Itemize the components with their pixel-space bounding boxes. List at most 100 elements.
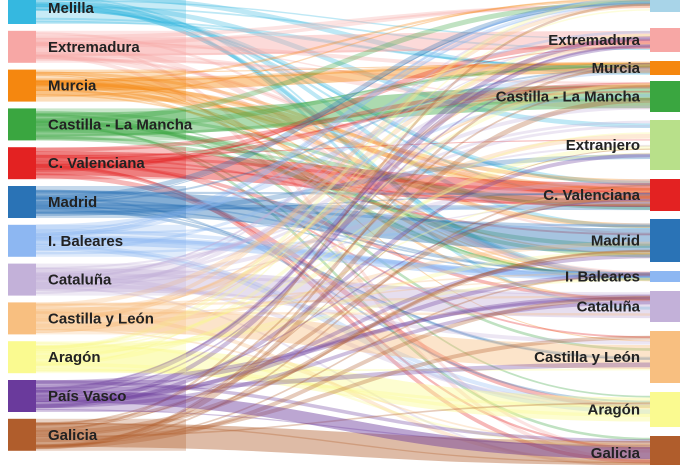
right-node-label-aragon: Aragón bbox=[588, 402, 641, 419]
right-node-label-castilla-la-mancha: Castilla - La Mancha bbox=[496, 89, 641, 106]
flow-link-castilla-y-leon-to-castilla-la-mancha bbox=[35, 82, 651, 333]
flow-link-murcia-to-i-baleares bbox=[35, 73, 651, 277]
left-node-panel-madrid bbox=[36, 186, 186, 218]
flow-link-murcia-to-top bbox=[35, 0, 651, 83]
left-node-label-i-baleares: I. Baleares bbox=[48, 233, 123, 250]
flow-link-cataluna-to-top bbox=[35, 4, 651, 294]
left-node-panel-castilla-y-leon bbox=[36, 302, 186, 335]
flow-link-extremadura-to-i-baleares bbox=[35, 42, 651, 277]
flow-link-galicia-to-galicia bbox=[35, 422, 651, 464]
right-node-label-murcia: Murcia bbox=[592, 60, 641, 77]
flow-link-madrid-to-top bbox=[35, 0, 651, 201]
left-node-label-castilla-la-mancha: Castilla - La Mancha bbox=[48, 116, 193, 133]
flow-link-extremadura-to-galicia bbox=[35, 40, 651, 453]
flow-link-extremadura-to-c-valenciana bbox=[35, 54, 651, 196]
flow-link-murcia-to-top bbox=[35, 0, 594, 97]
left-node-label-melilla: Melilla bbox=[48, 0, 95, 17]
flow-link-galicia-to-murcia bbox=[35, 65, 651, 449]
flow-link-i-baleares-to-i-baleares bbox=[35, 228, 651, 280]
flow-link-melilla-to-c-valenciana bbox=[35, 8, 651, 201]
flow-link-i-baleares-to-aragon bbox=[35, 245, 651, 415]
flow-link-extremadura-to-murcia bbox=[35, 41, 651, 72]
flow-link-castilla-y-leon-to-castilla-la-mancha bbox=[35, 84, 651, 320]
flow-band-madrid bbox=[35, 190, 651, 253]
left-node-madrid bbox=[8, 186, 36, 218]
flow-link-castilla-la-mancha-to-castilla-la-mancha bbox=[35, 97, 651, 138]
left-node-panel-murcia bbox=[36, 69, 186, 102]
flow-link-pais-vasco-to-cataluna bbox=[35, 296, 651, 384]
left-node-i-baleares bbox=[8, 224, 36, 257]
flow-link-castilla-la-mancha-to-aragon bbox=[35, 125, 651, 398]
flow-link-aragon-to-aragon bbox=[35, 368, 651, 409]
flow-link-c-valenciana-to-castilla-la-mancha bbox=[35, 82, 651, 152]
flow-band-cataluna bbox=[35, 267, 651, 319]
flow-link-c-valenciana-to-galicia bbox=[35, 164, 651, 464]
flow-link-castilla-y-leon-to-extranjero bbox=[35, 133, 651, 314]
flow-link-extremadura-to-i-baleares bbox=[35, 54, 651, 277]
left-node-castilla-la-mancha bbox=[8, 108, 36, 141]
flow-link-c-valenciana-to-castilla-la-mancha bbox=[35, 90, 651, 160]
flow-link-aragon-to-castilla-la-mancha bbox=[35, 83, 651, 360]
flow-link-extremadura-to-castilla-la-mancha bbox=[35, 51, 651, 109]
right-node-extranjero bbox=[650, 120, 680, 170]
flow-link-madrid-to-i-baleares bbox=[35, 197, 651, 275]
left-node-panel-extremadura bbox=[36, 30, 186, 63]
flow-band-castilla-y-leon bbox=[35, 306, 651, 369]
flow-link-c-valenciana-to-madrid bbox=[35, 156, 651, 236]
flow-link-pais-vasco-to-madrid bbox=[35, 254, 651, 406]
flow-link-murcia-to-c-valenciana bbox=[35, 81, 651, 184]
flow-link-galicia-to-castilla-la-mancha bbox=[35, 85, 651, 426]
flow-link-melilla-to-extremadura bbox=[35, 0, 651, 40]
flow-link-galicia-to-c-valenciana bbox=[35, 195, 651, 426]
right-node-label-c-valenciana: C. Valenciana bbox=[543, 187, 640, 204]
flow-link-castilla-y-leon-to-galicia bbox=[35, 328, 651, 446]
flow-link-i-baleares-to-top bbox=[35, 4, 651, 237]
left-nodes-layer: Melilla Extremadura Murcia Castilla - La Ma… bbox=[8, 0, 193, 451]
flow-link-galicia-to-cataluna bbox=[35, 295, 651, 449]
flow-link-c-valenciana-to-c-valenciana bbox=[35, 154, 651, 194]
flow-link-castilla-y-leon-to-galicia bbox=[35, 311, 651, 465]
right-node-murcia bbox=[650, 61, 680, 75]
flow-link-castilla-la-mancha-to-murcia bbox=[35, 65, 651, 126]
flow-link-cataluna-to-aragon bbox=[35, 275, 651, 408]
flow-link-castilla-la-mancha-to-galicia bbox=[35, 123, 651, 441]
flow-link-melilla-to-extranjero bbox=[35, 1, 651, 129]
flow-link-c-valenciana-to-castilla-la-mancha bbox=[35, 84, 651, 168]
right-node-madrid bbox=[650, 219, 680, 262]
flow-link-murcia-to-c-valenciana bbox=[35, 89, 651, 193]
flow-link-aragon-to-c-valenciana bbox=[35, 190, 651, 357]
flow-link-cataluna-to-extranjero bbox=[35, 124, 651, 285]
flow-link-cataluna-to-castilla-la-mancha bbox=[35, 105, 651, 279]
flow-link-pais-vasco-to-extranjero bbox=[35, 153, 651, 409]
right-node-cataluna bbox=[650, 291, 680, 322]
flow-band-galicia bbox=[35, 422, 651, 465]
flow-link-castilla-y-leon-to-i-baleares bbox=[35, 278, 651, 317]
left-node-galicia bbox=[8, 418, 36, 451]
flow-link-cataluna-to-extremadura bbox=[35, 44, 651, 279]
flow-link-cataluna-to-murcia bbox=[35, 67, 651, 290]
flow-link-castilla-la-mancha-to-top bbox=[35, 0, 651, 124]
flow-link-melilla-to-cataluna bbox=[40, 0, 651, 310]
flow-link-i-baleares-to-extremadura bbox=[35, 30, 651, 238]
flow-link-extremadura-to-extremadura bbox=[35, 46, 651, 57]
flow-link-pais-vasco-to-cataluna bbox=[35, 300, 651, 409]
right-node-label-cataluna: Cataluña bbox=[577, 299, 641, 316]
flow-link-madrid-to-i-baleares bbox=[35, 205, 651, 278]
flow-link-pais-vasco-to-i-baleares bbox=[35, 272, 651, 403]
flow-link-cataluna-to-galicia bbox=[35, 287, 651, 465]
flow-link-castilla-y-leon-to-madrid bbox=[35, 241, 651, 328]
flow-link-pais-vasco-to-extremadura bbox=[35, 36, 651, 393]
flow-link-madrid-to-c-valenciana bbox=[35, 192, 651, 213]
flow-link-castilla-la-mancha-to-c-valenciana bbox=[35, 110, 651, 210]
flow-link-i-baleares-to-top bbox=[35, 0, 640, 235]
flow-link-castilla-y-leon-to-cataluna bbox=[35, 311, 651, 316]
flow-link-murcia-to-castilla-y-leon bbox=[35, 74, 651, 342]
flow-link-aragon-to-extremadura bbox=[35, 34, 651, 350]
flow-link-castilla-la-mancha-to-c-valenciana bbox=[35, 127, 651, 206]
flow-link-pais-vasco-to-extremadura bbox=[35, 44, 651, 408]
flow-link-cataluna-to-extranjero bbox=[35, 120, 651, 275]
flow-link-castilla-la-mancha-to-murcia bbox=[35, 63, 651, 131]
flow-link-cataluna-to-c-valenciana bbox=[35, 201, 651, 286]
flow-link-c-valenciana-to-c-valenciana bbox=[35, 163, 651, 207]
left-node-label-pais-vasco: País Vasco bbox=[48, 388, 126, 405]
